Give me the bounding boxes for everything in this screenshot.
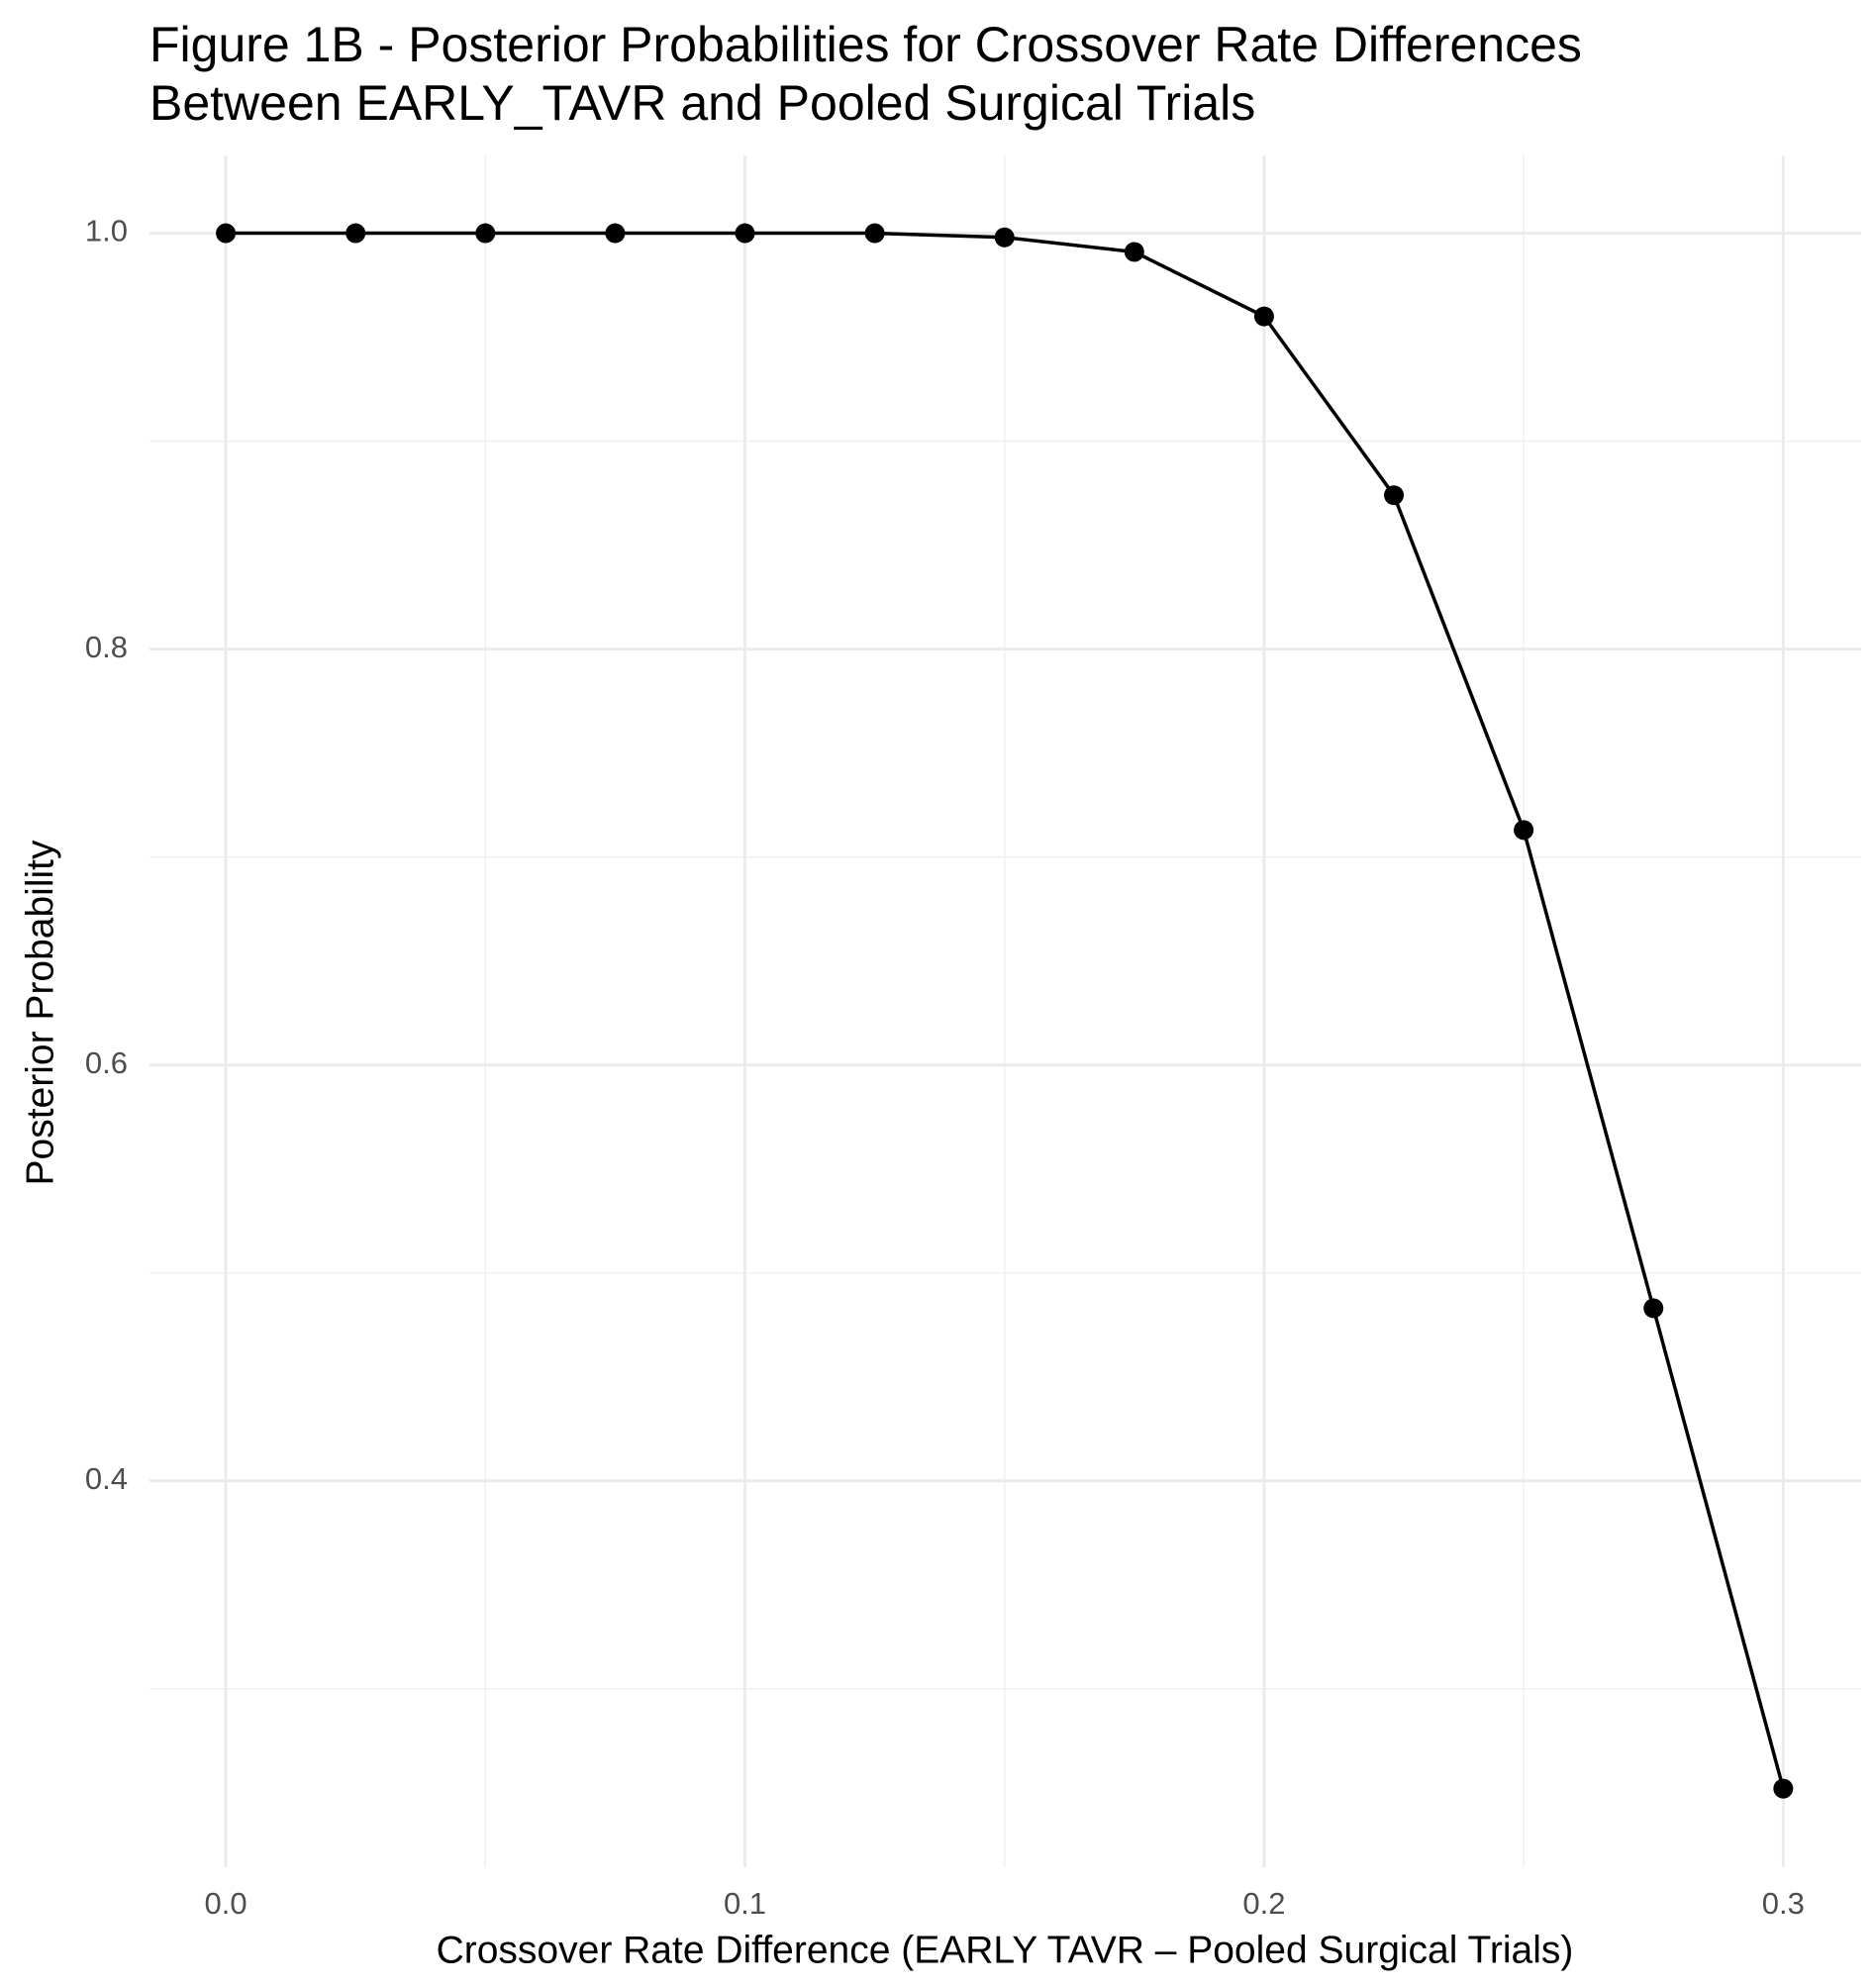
x-tick-label: 0.3 [1762, 1886, 1805, 1921]
data-point [605, 223, 626, 244]
data-point [1124, 242, 1144, 262]
y-axis-title: Posterior Probability [19, 840, 61, 1185]
data-point [216, 223, 237, 244]
y-tick-label: 0.6 [85, 1045, 128, 1080]
y-tick-label: 0.8 [85, 630, 128, 664]
data-point [345, 223, 366, 244]
x-axis-title: Crossover Rate Difference (EARLY TAVR – … [437, 1929, 1574, 1971]
data-point [1514, 820, 1534, 841]
y-tick-label: 0.4 [85, 1461, 128, 1496]
x-tick-label: 0.1 [724, 1886, 766, 1921]
data-point [994, 227, 1015, 248]
data-point [1384, 485, 1405, 506]
x-tick-label: 0.2 [1242, 1886, 1285, 1921]
data-point [475, 223, 496, 244]
y-tick-label: 1.0 [85, 214, 128, 248]
x-tick-label: 0.0 [205, 1886, 247, 1921]
data-point [735, 223, 755, 244]
data-point [864, 223, 885, 244]
chart-title: Between EARLY_TAVR and Pooled Surgical T… [149, 75, 1255, 131]
chart-title: Figure 1B - Posterior Probabilities for … [149, 17, 1582, 72]
data-point [1253, 306, 1274, 327]
data-point [1773, 1778, 1794, 1799]
data-point [1643, 1298, 1664, 1319]
